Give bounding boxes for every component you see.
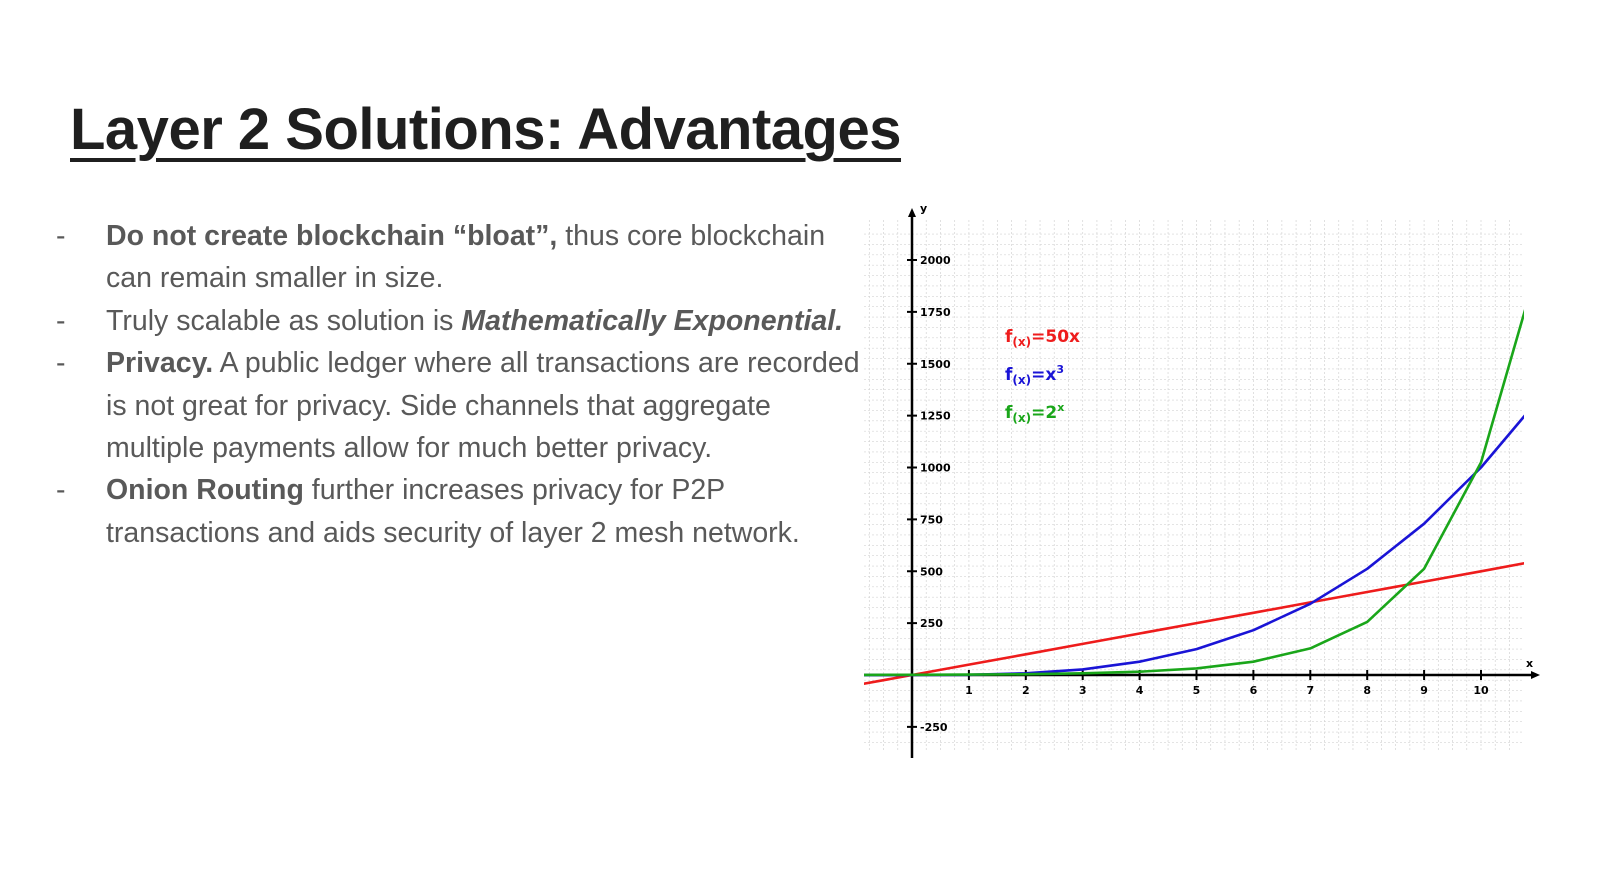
y-tick-label: 2000: [920, 254, 951, 267]
legend-function-name: f: [1005, 403, 1013, 423]
legend-function-name: f: [1005, 327, 1013, 347]
legend-entry: f(x)=2x: [1005, 401, 1064, 425]
bullet-text: further increases privacy for P2P transa…: [106, 474, 800, 549]
y-tick-label: 1000: [920, 462, 951, 475]
legend-entry: f(x)=50x: [1005, 327, 1080, 349]
bullet-dash: -: [56, 474, 66, 507]
legend-equation: =x: [1031, 365, 1056, 385]
x-tick-label: 3: [1079, 684, 1087, 697]
slide-title: Layer 2 Solutions: Advantages: [70, 97, 902, 162]
series-group: [864, 308, 1524, 686]
legend-equation: =2: [1031, 403, 1057, 423]
bullet-highlight: Mathematically Exponential.: [461, 304, 844, 337]
bullet-text: A public ledger where all transactions a…: [106, 347, 860, 465]
bullet-item: - Privacy. A public ledger where all tra…: [56, 342, 876, 469]
series-line: [864, 562, 1524, 686]
legend-superscript: x: [1057, 401, 1064, 414]
grid: [864, 220, 1524, 750]
x-tick-label: 5: [1193, 684, 1201, 697]
bullet-dash: -: [56, 220, 66, 252]
x-tick-label: 1: [965, 684, 973, 697]
x-tick-label: 6: [1250, 684, 1258, 697]
bullet-highlight: Do not create blockchain “bloat”,: [106, 220, 558, 252]
x-tick-label: 4: [1136, 684, 1144, 697]
y-tick-label: 1750: [920, 306, 951, 319]
bullet-dash: -: [56, 347, 66, 380]
x-tick-label: 8: [1363, 684, 1371, 697]
bullet-text: Truly scalable as solution is: [106, 304, 462, 337]
y-axis-label: y: [920, 202, 927, 215]
x-tick-label: 7: [1306, 684, 1314, 697]
legend-entry: f(x)=x3: [1005, 363, 1064, 387]
legend-superscript: 3: [1056, 363, 1064, 376]
y-tick-label: 1250: [920, 410, 951, 423]
y-tick-label: 750: [920, 513, 943, 526]
y-axis-arrow: [908, 208, 916, 217]
x-tick-label: 9: [1420, 684, 1428, 697]
x-tick-label: 2: [1022, 684, 1030, 697]
legend-subscript: (x): [1012, 335, 1031, 349]
y-tick-label: 250: [920, 617, 943, 630]
bullet-item: - Onion Routing further increases privac…: [56, 469, 876, 554]
bullet-highlight: Onion Routing: [106, 474, 304, 507]
x-axis-label: x: [1526, 657, 1533, 670]
bullet-item: - Truly scalable as solution is Mathemat…: [56, 300, 876, 342]
legend-subscript: (x): [1012, 373, 1031, 387]
legend-function-name: f: [1005, 365, 1013, 385]
legend-equation: =50x: [1031, 327, 1080, 347]
y-tick-label: 1500: [920, 358, 951, 371]
y-tick-label: -250: [920, 721, 948, 734]
bullet-highlight: Privacy.: [106, 347, 214, 380]
bullet-item: - Do not create blockchain “bloat”, thus…: [56, 215, 876, 300]
series-line: [864, 308, 1524, 677]
bullet-text: thus core blockchain can remain smaller …: [106, 220, 826, 295]
bullet-dash: -: [56, 304, 66, 337]
y-tick-label: 500: [920, 565, 943, 578]
series-line: [864, 414, 1524, 677]
x-tick-label: 10: [1473, 684, 1489, 697]
x-axis-arrow: [1531, 671, 1540, 679]
bullet-list: - Do not create blockchain “bloat”, thus…: [56, 215, 876, 554]
function-graph: x y 1 2 3 4 5 6 7 8 9 10 -250 250 500 750 1000 1250 1500 17…: [864, 202, 1540, 758]
legend-subscript: (x): [1012, 411, 1031, 425]
